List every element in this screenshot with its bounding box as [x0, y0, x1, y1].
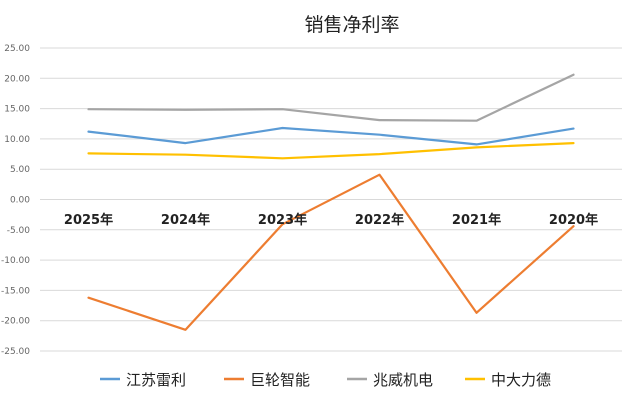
x-category-label: 2020年 [549, 212, 598, 228]
legend-label: 江苏雷利 [126, 371, 186, 389]
y-tick-label: -10.00 [1, 256, 30, 266]
x-axis-categories: 2025年 2024年 2023年 2022年 2021年 2020年 [64, 212, 598, 228]
y-tick-label: -15.00 [1, 286, 30, 296]
y-tick-label: 15.00 [4, 105, 30, 115]
x-category-label: 2025年 [64, 212, 113, 228]
y-tick-label: -20.00 [1, 317, 30, 327]
series-line [87, 173, 575, 331]
y-tick-label: -5.00 [7, 226, 31, 236]
series-line [87, 142, 575, 160]
x-category-label: 2023年 [258, 212, 307, 228]
x-category-label: 2021年 [452, 212, 501, 228]
y-tick-label: 20.00 [4, 74, 30, 84]
series-lines [87, 73, 575, 331]
y-axis-ticks: 25.00 20.00 15.00 10.00 5.00 0.00 -5.00 -10.00 -… [1, 44, 30, 357]
series-line [87, 126, 575, 146]
legend: 江苏雷利 巨轮智能 兆威机电 中大力德 [100, 371, 551, 389]
y-tick-label: 10.00 [4, 135, 30, 145]
legend-label: 巨轮智能 [250, 371, 310, 389]
legend-label: 中大力德 [491, 371, 551, 389]
legend-label: 兆威机电 [373, 371, 433, 389]
x-category-label: 2024年 [161, 212, 210, 228]
series-line [87, 73, 575, 122]
y-tick-label: -25.00 [1, 347, 30, 357]
chart-title: 销售净利率 [304, 14, 399, 36]
x-category-label: 2022年 [355, 212, 404, 228]
y-tick-label: 5.00 [10, 165, 30, 175]
y-tick-label: 0.00 [10, 196, 30, 206]
y-tick-label: 25.00 [4, 44, 30, 54]
